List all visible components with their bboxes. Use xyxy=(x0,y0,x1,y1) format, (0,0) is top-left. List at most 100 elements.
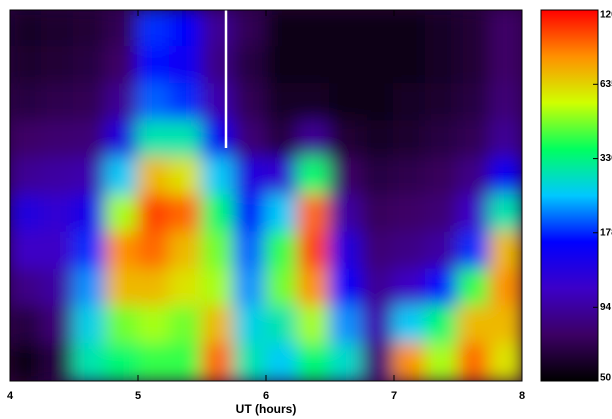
heat-cell xyxy=(201,157,235,197)
x-axis-label: UT (hours) xyxy=(236,402,297,416)
heat-cell xyxy=(425,231,459,271)
heat-cell xyxy=(10,194,43,234)
heat-cell xyxy=(425,157,459,197)
heat-cell xyxy=(329,120,363,160)
heat-cell xyxy=(169,231,203,271)
heat-cell xyxy=(201,194,235,234)
heat-cell xyxy=(457,157,491,197)
heat-cell xyxy=(489,10,522,49)
heat-cell xyxy=(137,305,171,345)
heat-cell xyxy=(425,46,459,86)
heat-cell xyxy=(137,157,171,197)
heat-cell xyxy=(201,342,235,381)
heat-cell xyxy=(265,305,299,345)
heat-cell xyxy=(201,46,235,86)
heat-cell xyxy=(73,10,107,49)
x-tick-label: 4 xyxy=(7,390,14,402)
heat-cell xyxy=(265,157,299,197)
x-tick-label: 6 xyxy=(263,390,269,402)
heat-cell xyxy=(361,46,395,86)
heat-cell xyxy=(297,305,331,345)
heat-cell xyxy=(265,268,299,308)
heat-cell xyxy=(137,342,171,381)
heat-cell xyxy=(297,268,331,308)
heat-cell xyxy=(169,157,203,197)
heat-cell xyxy=(10,268,43,308)
heat-cell xyxy=(297,194,331,234)
heatmap xyxy=(10,10,522,381)
colorbar-tick-label: 336 xyxy=(600,153,612,164)
heat-cell xyxy=(137,194,171,234)
heat-cell xyxy=(105,46,139,86)
heat-cell xyxy=(393,268,427,308)
heat-cell xyxy=(41,342,75,381)
heat-cell xyxy=(41,194,75,234)
heat-cell xyxy=(265,342,299,381)
heat-cell xyxy=(489,46,522,86)
heat-cell xyxy=(41,305,75,345)
heat-cell xyxy=(457,83,491,123)
heat-cell xyxy=(73,194,107,234)
heat-cell xyxy=(329,342,363,381)
heat-cell xyxy=(425,268,459,308)
heat-cell xyxy=(297,342,331,381)
heat-cell xyxy=(201,268,235,308)
heat-cell xyxy=(457,120,491,160)
heat-cell xyxy=(73,157,107,197)
heat-cell xyxy=(137,120,171,160)
heat-cell xyxy=(169,305,203,345)
heat-cell xyxy=(361,342,395,381)
heat-cell xyxy=(169,194,203,234)
x-tick-label: 7 xyxy=(391,390,397,402)
heat-cell xyxy=(489,157,522,197)
heat-cell xyxy=(457,305,491,345)
heat-cell xyxy=(10,342,43,381)
heat-cell xyxy=(393,305,427,345)
heat-cell xyxy=(265,120,299,160)
heat-cell xyxy=(41,83,75,123)
heat-cell xyxy=(265,83,299,123)
heat-cell xyxy=(361,231,395,271)
heat-cell xyxy=(425,342,459,381)
colorbar-tick-label: 178 xyxy=(600,227,612,238)
heat-cell xyxy=(233,83,267,123)
heat-cell xyxy=(41,46,75,86)
heat-cell xyxy=(73,120,107,160)
heat-cell xyxy=(457,46,491,86)
heat-cell xyxy=(329,268,363,308)
heat-cell xyxy=(233,10,267,49)
heat-cell xyxy=(137,83,171,123)
heat-cell xyxy=(233,46,267,86)
heat-cell xyxy=(489,83,522,123)
heat-cell xyxy=(137,10,171,49)
heat-cell xyxy=(361,157,395,197)
heat-cell xyxy=(297,231,331,271)
heat-cell xyxy=(10,231,43,271)
heat-cell xyxy=(201,83,235,123)
heat-cell xyxy=(73,46,107,86)
heat-cell xyxy=(297,10,331,49)
heat-cell xyxy=(233,342,267,381)
heat-cell xyxy=(105,157,139,197)
heat-cell xyxy=(137,231,171,271)
heat-cell xyxy=(361,194,395,234)
heat-cell xyxy=(425,305,459,345)
heat-cell xyxy=(457,231,491,271)
heat-cell xyxy=(201,120,235,160)
heat-cell xyxy=(10,46,43,86)
heat-cell xyxy=(297,46,331,86)
heat-cell xyxy=(233,268,267,308)
heat-cell xyxy=(393,120,427,160)
heat-cell xyxy=(425,120,459,160)
heat-cell xyxy=(169,120,203,160)
heat-cell xyxy=(489,120,522,160)
heat-cell xyxy=(393,194,427,234)
heat-cell xyxy=(265,231,299,271)
heat-cell xyxy=(265,194,299,234)
heat-cell xyxy=(233,194,267,234)
heat-cell xyxy=(233,305,267,345)
heat-cell xyxy=(169,342,203,381)
heat-cell xyxy=(457,268,491,308)
heat-cell xyxy=(489,194,522,234)
